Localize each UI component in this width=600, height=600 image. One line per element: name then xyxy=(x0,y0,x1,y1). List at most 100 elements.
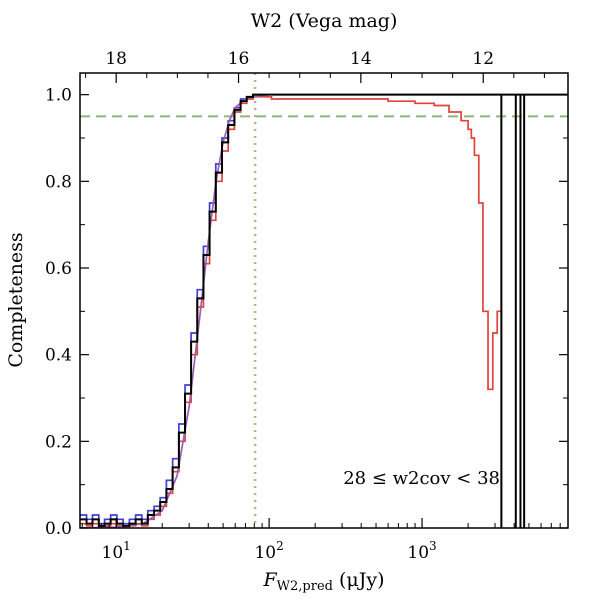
series-line-1 xyxy=(80,93,502,525)
data-point xyxy=(154,506,155,507)
data-point xyxy=(421,94,422,95)
ticks: 0.0 0.2 0.4 0.6 0.8 1.0 101 102 103 18 16 14 12 xyxy=(45,49,569,563)
data-point xyxy=(129,523,130,524)
data-point xyxy=(240,101,241,102)
plot-area xyxy=(80,73,568,528)
x-tick-label: 103 xyxy=(407,539,436,563)
data-point xyxy=(197,289,198,290)
top-tick-label: 14 xyxy=(350,49,372,69)
data-point xyxy=(271,94,272,95)
plot-frame xyxy=(79,72,569,529)
y-tick-label: 0.8 xyxy=(45,172,72,192)
data-point xyxy=(341,94,342,95)
data-point xyxy=(259,94,260,95)
data-point xyxy=(160,501,161,502)
data-point xyxy=(209,211,210,212)
data-point xyxy=(147,510,148,511)
data-point xyxy=(388,101,389,102)
y-tick-label: 0.2 xyxy=(45,432,72,452)
data-point xyxy=(172,467,173,468)
data-point xyxy=(487,389,488,390)
data-point xyxy=(448,111,449,112)
data-point xyxy=(471,137,472,138)
data-point xyxy=(215,172,216,173)
data-point xyxy=(461,120,462,121)
data-point xyxy=(341,98,342,99)
top-tick-label: 12 xyxy=(472,49,494,69)
data-point xyxy=(178,423,179,424)
data-point xyxy=(295,98,296,99)
series-line-3 xyxy=(80,93,568,528)
data-point xyxy=(189,406,190,407)
annotation: 28 ≤ w2cov < 38 xyxy=(343,468,500,489)
y-tick-label: 1.0 xyxy=(45,86,72,106)
data-point xyxy=(135,519,136,520)
data-point xyxy=(104,519,105,520)
data-point xyxy=(203,246,204,247)
data-point xyxy=(467,94,468,95)
x-axis-label-sub: W2,pred xyxy=(277,579,333,594)
data-point xyxy=(110,519,111,520)
data-point xyxy=(166,488,167,489)
data-point xyxy=(221,142,222,143)
data-point xyxy=(221,137,222,138)
data-point xyxy=(203,254,204,255)
data-point xyxy=(86,525,87,526)
data-point xyxy=(215,163,216,164)
data-point xyxy=(86,523,87,524)
y-axis-label: Completeness xyxy=(5,232,27,367)
x-axis-label: FW2,pred (μJy) xyxy=(262,569,384,594)
data-point xyxy=(240,98,241,99)
data-point xyxy=(129,519,130,520)
series-line-2 xyxy=(80,95,503,528)
data-point xyxy=(154,510,155,511)
data-point xyxy=(252,94,253,95)
data-point xyxy=(478,202,479,203)
data-point xyxy=(295,94,296,95)
data-point xyxy=(98,525,99,526)
data-point xyxy=(265,94,266,95)
y-tick-label: 0.6 xyxy=(45,259,72,279)
data-point xyxy=(265,96,266,97)
data-point xyxy=(234,109,235,110)
data-point xyxy=(467,129,468,130)
data-point xyxy=(246,96,247,97)
data-point xyxy=(497,311,498,312)
data-point xyxy=(414,103,415,104)
series-line-4 xyxy=(80,93,502,527)
data-point xyxy=(209,202,210,203)
data-point xyxy=(178,432,179,433)
data-point xyxy=(141,523,142,524)
data-point xyxy=(474,155,475,156)
data-point xyxy=(123,525,124,526)
x-tick-label: 102 xyxy=(254,539,283,563)
top-tick-label: 18 xyxy=(105,49,127,69)
data-point xyxy=(141,525,142,526)
data-point xyxy=(434,105,435,106)
data-point xyxy=(388,94,389,95)
data-point xyxy=(228,124,229,125)
data-point xyxy=(229,120,230,121)
top-axis-label: W2 (Vega mag) xyxy=(251,10,398,32)
data-point xyxy=(271,98,272,99)
data-point xyxy=(162,510,163,511)
data-point xyxy=(482,311,483,312)
data-point xyxy=(191,332,192,333)
data-point xyxy=(184,384,185,385)
data-point xyxy=(160,497,161,498)
data-point xyxy=(147,514,148,515)
data-point xyxy=(135,514,136,515)
data-point xyxy=(492,332,493,333)
data-point xyxy=(166,480,167,481)
data-point xyxy=(199,319,200,320)
y-tick-label: 0.0 xyxy=(45,519,72,539)
data-point xyxy=(92,514,93,515)
x-tick-label: 101 xyxy=(102,539,131,563)
x-axis-label-main: F xyxy=(262,569,277,591)
data-point xyxy=(92,519,93,520)
data-point xyxy=(235,107,236,108)
data-point xyxy=(176,475,177,476)
top-tick-label: 16 xyxy=(228,49,250,69)
data-point xyxy=(172,458,173,459)
